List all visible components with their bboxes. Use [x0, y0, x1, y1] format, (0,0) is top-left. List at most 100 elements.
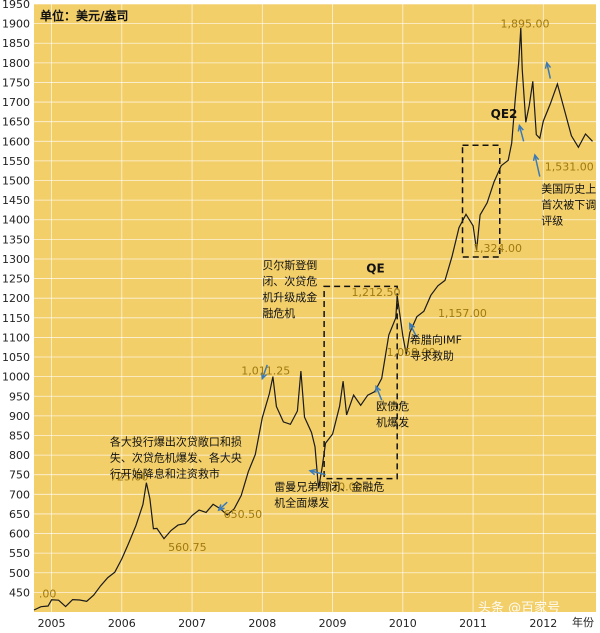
- event-note-line: 美国历史上: [541, 182, 596, 195]
- x-axis-ticks: 2005 2006 2007 2008 2009 2010 2011 2012: [38, 617, 558, 630]
- y-tick-label: 1400: [2, 214, 30, 227]
- arrow-shaft: [518, 125, 525, 142]
- plot-background: [34, 4, 596, 612]
- value-label: 1,157.00: [438, 307, 487, 320]
- event-note-line: 融危机: [262, 306, 295, 320]
- event-note-line: 欧债危: [376, 399, 409, 413]
- annotation-arrows: [217, 61, 552, 512]
- y-tick-label: 1950: [2, 0, 30, 11]
- value-label: 720.00: [324, 480, 363, 493]
- y-tick-label: 1500: [2, 175, 30, 188]
- event-note-line: 失、次贷危机爆发、各大央: [110, 450, 242, 464]
- y-tick-label: 1750: [2, 76, 30, 89]
- arrow-head: [260, 372, 268, 381]
- value-label: 725.00: [110, 471, 148, 484]
- x-tick-label: 2008: [248, 617, 276, 630]
- y-tick-label: 1600: [2, 135, 30, 148]
- event-note-line: 雷曼兄弟倒闭、金融危: [274, 479, 384, 493]
- y-tick-label: 1650: [2, 116, 30, 129]
- y-tick-label: 1350: [2, 233, 30, 246]
- arrow-head: [217, 504, 225, 512]
- arrow-shaft: [375, 386, 383, 401]
- y-tick-label: 800: [9, 449, 30, 462]
- box-qe: [323, 285, 398, 480]
- x-tick-label: 2011: [459, 617, 487, 630]
- event-note: 各大投行爆出次贷敞口和损失、次贷危机爆发、各大央行开始降息和注资救市: [110, 434, 242, 480]
- grid: [34, 3, 596, 612]
- x-tick-label: 2009: [319, 617, 347, 630]
- y-tick-label: 1550: [2, 155, 30, 168]
- event-note-line: 希腊向IMF: [410, 332, 462, 346]
- event-notes: 各大投行爆出次贷敞口和损失、次贷危机爆发、各大央行开始降息和注资救市 贝尔斯登倒闭…: [110, 182, 596, 509]
- x-tick-label: 2010: [389, 617, 417, 630]
- y-tick-label: 1800: [2, 57, 30, 70]
- y-tick-label: 1450: [2, 194, 30, 207]
- value-label: .00: [39, 587, 57, 600]
- y-tick-label: 1050: [2, 351, 30, 364]
- y-tick-label: 450: [9, 586, 30, 599]
- arrow-head: [308, 468, 317, 476]
- y-tick-label: 750: [9, 469, 30, 482]
- y-tick-label: 1300: [2, 253, 30, 266]
- event-note: 欧债危机爆发: [376, 399, 409, 429]
- annotation-boxes: [323, 144, 501, 480]
- value-label: 1,895.00: [500, 18, 549, 31]
- value-label: 1,324.00: [473, 242, 522, 255]
- y-tick-label: 950: [9, 390, 30, 403]
- gold-price-line: [33, 27, 593, 611]
- y-tick-label: 850: [9, 429, 30, 442]
- arrow-head: [517, 123, 524, 132]
- y-tick-label: 1850: [2, 37, 30, 50]
- y-tick-label: 1000: [2, 371, 30, 384]
- y-tick-label: 1250: [2, 273, 30, 286]
- value-label: 1,011.25: [241, 365, 290, 378]
- event-note-line: 机爆发: [376, 415, 409, 429]
- value-label: 560.75: [168, 541, 207, 554]
- y-tick-label: 1100: [2, 331, 30, 344]
- y-tick-label: 1200: [2, 292, 30, 305]
- y-tick-label: 500: [9, 567, 30, 580]
- x-tick-label: 2007: [178, 617, 206, 630]
- event-note-line: 机升级成金: [262, 290, 317, 304]
- arrow-head: [375, 384, 382, 393]
- value-label: 650.50: [224, 508, 262, 521]
- arrow-shaft: [309, 470, 326, 476]
- box-label: QE2: [491, 107, 518, 121]
- unit-label: 单位：美元/盎司: [40, 8, 128, 23]
- value-label: 1,531.00: [545, 161, 594, 174]
- watermark: 头条 @百家号: [478, 600, 560, 616]
- event-note-line: 机全面爆发: [274, 495, 329, 509]
- arrow-shaft: [218, 501, 228, 511]
- event-note-line: 行开始降息和注资救市: [110, 466, 220, 480]
- y-tick-label: 1150: [2, 312, 30, 325]
- event-note: 美国历史上首次被下调评级: [541, 182, 596, 227]
- annotations: .00 725.00 560.75 650.50 1,011.25 720.00 1,212…: [39, 18, 594, 601]
- event-note: 希腊向IMF 寻求救助: [410, 332, 462, 362]
- event-note-line: 寻求救助: [410, 348, 454, 362]
- y-tick-label: 900: [9, 410, 30, 423]
- event-note-line: 评级: [541, 214, 563, 227]
- event-note-line: 贝尔斯登倒: [262, 258, 317, 272]
- y-tick-label: 600: [9, 528, 30, 541]
- y-tick-label: 1900: [2, 18, 30, 31]
- arrow-head: [409, 322, 416, 330]
- value-label: 1,058.00: [387, 346, 436, 359]
- y-tick-label: 650: [9, 508, 30, 521]
- arrow-shaft: [534, 154, 541, 177]
- value-label: 1,212.50: [352, 286, 401, 299]
- event-note-line: 闭、次贷危: [262, 274, 317, 288]
- arrow-head: [532, 153, 540, 162]
- x-tick-label: 2006: [108, 617, 136, 630]
- y-tick-label: 700: [9, 488, 30, 501]
- y-tick-label: 1700: [2, 96, 30, 109]
- event-note: 贝尔斯登倒闭、次贷危机升级成金融危机: [262, 258, 317, 320]
- arrow-shaft: [409, 323, 418, 338]
- y-tick-label: 550: [9, 547, 30, 560]
- y-axis-ticks: 450 500 550 600 650 700 750 800 850 900 950 1000 105…: [2, 0, 30, 599]
- arrow-head: [544, 61, 552, 69]
- arrow-shaft: [261, 364, 268, 379]
- arrow-shaft: [546, 62, 552, 79]
- x-tick-label: 2012: [529, 617, 557, 630]
